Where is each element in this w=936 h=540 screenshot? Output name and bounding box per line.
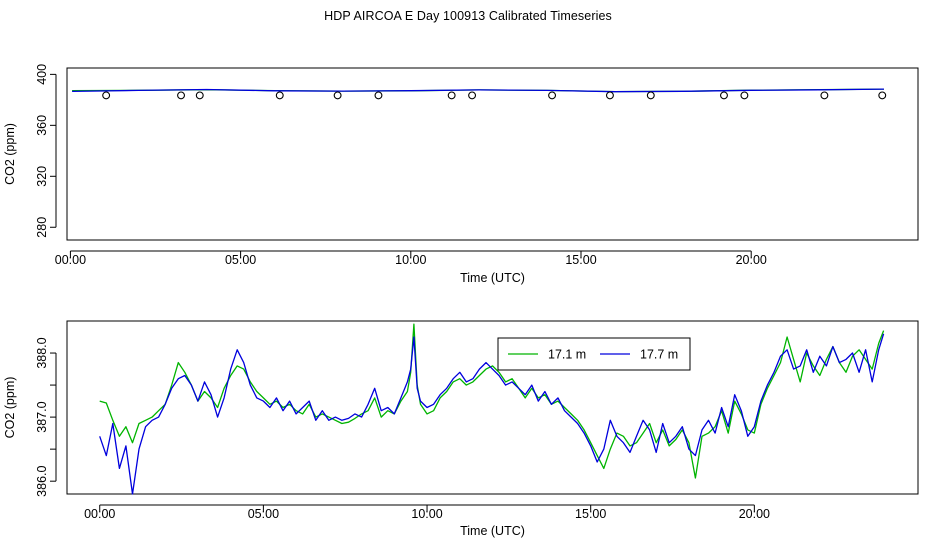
x-tick-label: 05:00 — [225, 253, 256, 267]
y-tick-label: 320 — [35, 166, 49, 187]
plot-frame — [66, 67, 919, 241]
calibration-point — [720, 91, 728, 100]
plot-panel-2: 17.1 m 17.7 m — [50, 320, 919, 511]
calibration-point — [646, 91, 655, 100]
x-tick-label: 10:00 — [411, 507, 442, 521]
legend-label: 17.7 m — [640, 348, 678, 362]
x-axis-title: Time (UTC) — [460, 271, 525, 285]
y-tick-label: 387.0 — [35, 401, 49, 432]
page-title: HDP AIRCOA E Day 100913 Calibrated Times… — [324, 9, 612, 23]
calibration-point — [740, 91, 749, 100]
legend: 17.1 m 17.7 m — [497, 337, 691, 371]
series-line-blue — [72, 88, 885, 93]
x-tick-label: 00:00 — [84, 507, 115, 521]
calibration-point — [177, 91, 185, 100]
calibration-point — [447, 91, 456, 100]
y-tick-label: 388.0 — [35, 337, 49, 368]
calibration-point — [333, 91, 342, 100]
calibration-point — [195, 91, 204, 100]
plot-panel-1 — [50, 67, 919, 257]
x-tick-label: 20:00 — [739, 507, 770, 521]
y-tick-label: 280 — [35, 217, 49, 238]
calibration-point — [275, 91, 284, 100]
calibration-point — [820, 91, 829, 100]
x-tick-label: 00:00 — [55, 253, 86, 267]
x-tick-label: 20:00 — [736, 253, 767, 267]
y-axis-title: CO2 (ppm) — [3, 123, 17, 185]
x-tick-label: 10:00 — [395, 253, 426, 267]
calibration-point — [878, 91, 887, 100]
y-tick-label: 386.0 — [35, 465, 49, 496]
x-tick-label: 15:00 — [575, 507, 606, 521]
plot-frame — [66, 320, 919, 495]
calibration-point — [548, 91, 557, 100]
calibration-point — [468, 91, 477, 100]
series-line-17-7-m — [99, 333, 885, 495]
x-axis-title: Time (UTC) — [460, 524, 525, 538]
x-tick-label: 15:00 — [565, 253, 596, 267]
legend-label: 17.1 m — [548, 348, 586, 362]
series-line-17-1-m — [99, 323, 885, 479]
calibration-point — [102, 91, 111, 100]
y-axis-title: CO2 (ppm) — [3, 377, 17, 439]
calibration-point — [605, 91, 614, 100]
x-tick-label: 05:00 — [248, 507, 279, 521]
calibration-point — [374, 91, 383, 100]
y-tick-label: 360 — [35, 115, 49, 136]
y-tick-label: 400 — [35, 64, 49, 85]
